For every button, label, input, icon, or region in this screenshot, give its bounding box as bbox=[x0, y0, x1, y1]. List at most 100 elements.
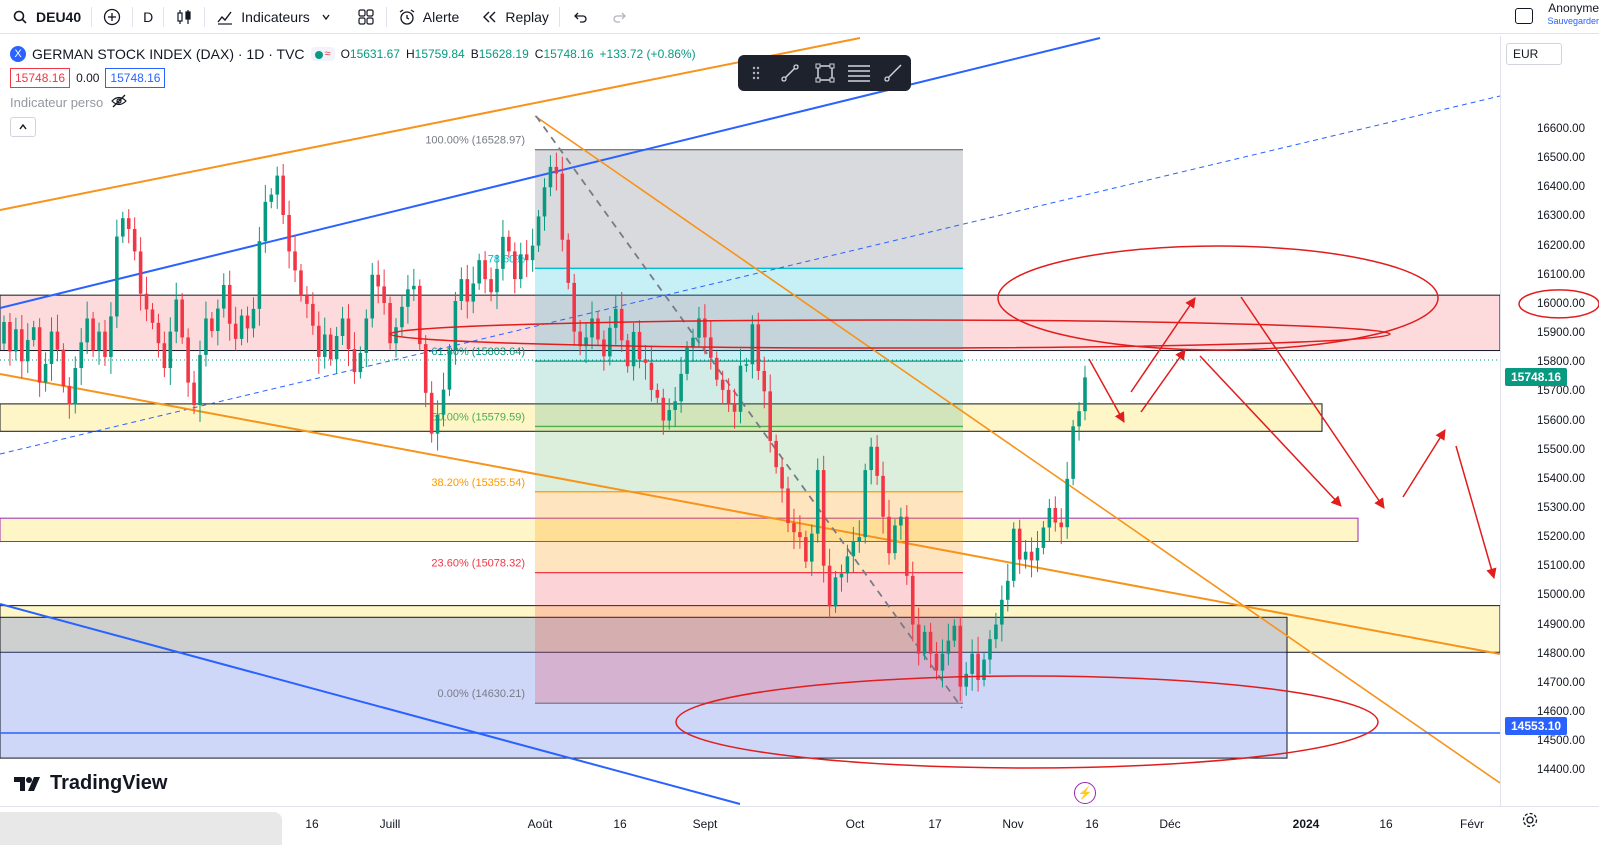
fib-trend-dashed bbox=[535, 115, 963, 709]
sell-button[interactable]: 15748.16 bbox=[10, 68, 71, 88]
candle bbox=[311, 292, 315, 335]
candle bbox=[14, 317, 18, 361]
chart-canvas[interactable]: 100.00% (16528.97)78.60%61.80% (15803.64… bbox=[0, 36, 1500, 806]
tradingview-logo[interactable]: TradingView bbox=[14, 772, 167, 795]
price-axis[interactable]: EUR 16600.00 16500.00 16400.00 16300.00 1620… bbox=[1500, 36, 1599, 806]
candle bbox=[257, 226, 262, 326]
candle-body bbox=[881, 475, 885, 517]
fib-level-label: 61.80% (15803.64) bbox=[431, 346, 525, 358]
currency-label: EUR bbox=[1513, 47, 1539, 61]
fib-level-label: 38.20% (15355.54) bbox=[431, 477, 525, 489]
candle-body bbox=[477, 260, 481, 284]
chart-type-button[interactable] bbox=[164, 0, 204, 34]
candle bbox=[940, 639, 945, 688]
candle bbox=[394, 318, 398, 358]
candle bbox=[55, 314, 60, 362]
drag-handle-icon[interactable] bbox=[744, 60, 768, 86]
buy-button[interactable]: 15748.16 bbox=[105, 68, 166, 88]
orange-descending-trendline bbox=[534, 115, 1500, 784]
alert-button[interactable]: Alerte bbox=[387, 0, 470, 34]
candle-body bbox=[198, 354, 202, 406]
candle-body bbox=[180, 299, 184, 338]
rectangle-tool-icon[interactable] bbox=[812, 60, 836, 86]
candle bbox=[263, 184, 268, 253]
candle bbox=[922, 625, 927, 661]
candle-body bbox=[566, 239, 571, 283]
candle-body bbox=[322, 334, 327, 357]
fibonacci-retracement: 100.00% (16528.97)78.60%61.80% (15803.64… bbox=[425, 135, 963, 704]
interval-button[interactable]: D bbox=[133, 0, 163, 34]
indicator-label: Indicateur perso bbox=[10, 95, 104, 110]
candle-body bbox=[1065, 478, 1069, 528]
candle bbox=[839, 564, 844, 592]
lightning-icon[interactable]: ⚡ bbox=[1074, 782, 1096, 804]
candle-body bbox=[554, 166, 559, 174]
eye-hidden-icon[interactable] bbox=[111, 94, 128, 111]
trade-row: 15748.16 0.00 15748.16 bbox=[10, 68, 696, 88]
candle-body bbox=[940, 653, 945, 671]
candle-body bbox=[2, 321, 6, 344]
candle-body bbox=[976, 653, 980, 680]
candle-body bbox=[465, 279, 470, 302]
candle-body bbox=[958, 625, 963, 687]
price-tick: 14900.00 bbox=[1537, 618, 1585, 631]
candle bbox=[833, 570, 838, 613]
candle bbox=[115, 219, 119, 329]
bottom-panel-tab[interactable] bbox=[0, 812, 282, 845]
time-tick: 16 bbox=[1379, 817, 1393, 831]
candle bbox=[845, 544, 850, 583]
candle bbox=[934, 642, 939, 680]
trend-line-tool-icon[interactable] bbox=[778, 60, 802, 86]
currency-selector[interactable]: EUR bbox=[1506, 43, 1562, 65]
compare-button[interactable] bbox=[92, 0, 132, 34]
candle-body bbox=[798, 532, 802, 538]
fib-tool-icon[interactable] bbox=[847, 60, 871, 86]
candle-body bbox=[447, 350, 452, 390]
candle-body bbox=[643, 359, 648, 363]
candle bbox=[227, 270, 232, 341]
settings-gear-icon[interactable] bbox=[1522, 812, 1538, 833]
templates-button[interactable] bbox=[346, 0, 386, 34]
candle-body bbox=[1011, 528, 1016, 581]
time-tick: 2024 bbox=[1292, 817, 1320, 831]
collapse-legend-button[interactable] bbox=[10, 117, 36, 137]
candle-body bbox=[382, 286, 386, 304]
candle-body bbox=[673, 401, 677, 411]
candle bbox=[1023, 540, 1028, 569]
candle bbox=[679, 356, 683, 413]
candle bbox=[168, 317, 173, 385]
candle-body bbox=[317, 325, 321, 357]
candle bbox=[631, 322, 636, 381]
candle bbox=[109, 302, 113, 374]
replay-button[interactable]: Replay bbox=[469, 0, 559, 34]
price-tick: 15500.00 bbox=[1537, 443, 1585, 456]
candle bbox=[73, 356, 78, 414]
chart-pane[interactable]: 100.00% (16528.97) 78.60% 61.80% (15803.64… bbox=[0, 36, 1500, 806]
candle-body bbox=[792, 523, 796, 533]
separator bbox=[204, 6, 206, 27]
indicators-button[interactable]: Indicateurs bbox=[205, 0, 345, 34]
fullscreen-icon[interactable] bbox=[1515, 8, 1533, 24]
candle bbox=[103, 319, 107, 366]
candle bbox=[851, 526, 856, 574]
candle bbox=[435, 400, 440, 451]
undo-button[interactable] bbox=[560, 0, 600, 34]
candle-body bbox=[602, 339, 606, 357]
legend-title-row[interactable]: X GERMAN STOCK INDEX (DAX) · 1D · TVC ≈ … bbox=[10, 44, 696, 64]
candle bbox=[655, 383, 660, 405]
candle-body bbox=[495, 268, 499, 293]
redo-button[interactable] bbox=[600, 0, 640, 34]
candle-body bbox=[934, 653, 939, 671]
market-status-pill[interactable]: ≈ bbox=[310, 47, 335, 61]
annotations bbox=[389, 245, 1497, 769]
candle bbox=[608, 316, 612, 366]
candle-body bbox=[691, 337, 695, 348]
ray-tool-icon[interactable] bbox=[881, 60, 905, 86]
candle-body bbox=[750, 324, 755, 365]
indicator-row[interactable]: Indicateur perso bbox=[10, 94, 696, 111]
user-menu[interactable]: Anonyme Sauvegarder bbox=[1547, 2, 1599, 28]
price-tick: 14400.00 bbox=[1537, 764, 1585, 777]
orange-channel-lower bbox=[0, 373, 1500, 655]
candle bbox=[8, 312, 12, 366]
symbol-search[interactable]: DEU40 bbox=[0, 0, 91, 34]
